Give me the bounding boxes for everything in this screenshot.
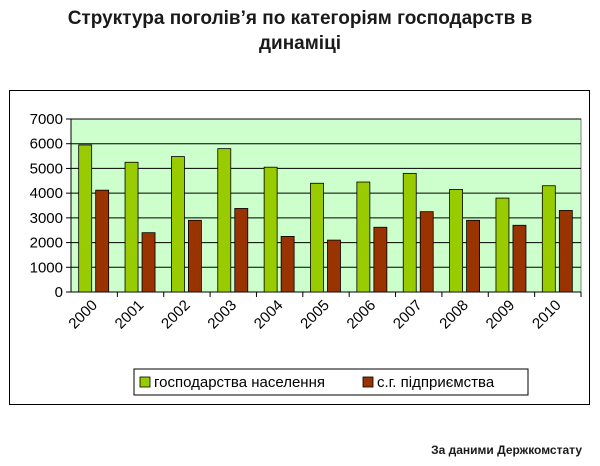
chart-title-line-1: Структура поголів’я по категоріям господ… [67, 8, 533, 29]
y-tick-label-6000: 6000 [30, 136, 63, 153]
bar-enterprises-2002 [188, 219, 202, 293]
y-tick-label-3000: 3000 [30, 210, 63, 227]
legend-swatch-households [139, 376, 151, 388]
bar-enterprises-2004 [280, 235, 295, 293]
x-tick-label-2002: 2002 [158, 297, 194, 333]
bar-households-2000 [78, 144, 93, 293]
bar-enterprises-2001 [141, 232, 156, 293]
x-tick-label-2000: 2000 [65, 297, 101, 333]
bar-households-2003 [217, 148, 232, 293]
x-tick-label-2008: 2008 [436, 297, 472, 333]
y-tick-label-4000: 4000 [30, 185, 63, 202]
bar-enterprises-2000 [95, 189, 110, 293]
bar-households-2009 [495, 197, 510, 293]
x-tick-label-2009: 2009 [483, 297, 519, 333]
x-tick-label-2003: 2003 [204, 297, 240, 333]
source-note: За даними Держкомстату [431, 443, 582, 457]
y-tick-label-5000: 5000 [30, 160, 63, 177]
x-tick-label-2001: 2001 [112, 297, 148, 333]
x-tick-label-2005: 2005 [297, 297, 333, 333]
x-tick-label-2006: 2006 [344, 297, 380, 333]
y-tick-label-2000: 2000 [30, 235, 63, 252]
legend-box [133, 368, 529, 396]
bar-households-2002 [171, 156, 185, 293]
bar-enterprises-2003 [234, 208, 249, 293]
bar-enterprises-2010 [558, 210, 573, 293]
bar-households-2006 [356, 181, 371, 293]
bar-households-2001 [124, 161, 139, 293]
bar-households-2004 [263, 166, 278, 293]
bar-enterprises-2008 [466, 219, 480, 293]
legend-label-households: господарства населення [154, 374, 325, 391]
y-tick-label-7000: 7000 [30, 111, 63, 128]
bar-households-2005 [310, 182, 324, 293]
bar-enterprises-2005 [327, 239, 341, 293]
chart-title: Структура поголів’я по категоріям господ… [0, 6, 600, 56]
bar-households-2007 [402, 172, 417, 293]
bar-enterprises-2006 [373, 226, 388, 293]
chart-title-line-2: динаміці [258, 33, 342, 54]
legend-swatch-enterprises [362, 376, 374, 388]
y-tick-label-0: 0 [55, 284, 63, 301]
bar-enterprises-2007 [419, 211, 434, 293]
bar-enterprises-2009 [512, 224, 527, 293]
x-tick-label-2010: 2010 [529, 297, 565, 333]
x-tick-label-2004: 2004 [251, 297, 287, 333]
bar-households-2010 [541, 185, 556, 293]
x-tick-label-2007: 2007 [390, 297, 426, 333]
legend-label-enterprises: с.г. підприємства [377, 374, 495, 391]
y-tick-label-1000: 1000 [30, 259, 63, 276]
bar-households-2008 [449, 189, 463, 293]
